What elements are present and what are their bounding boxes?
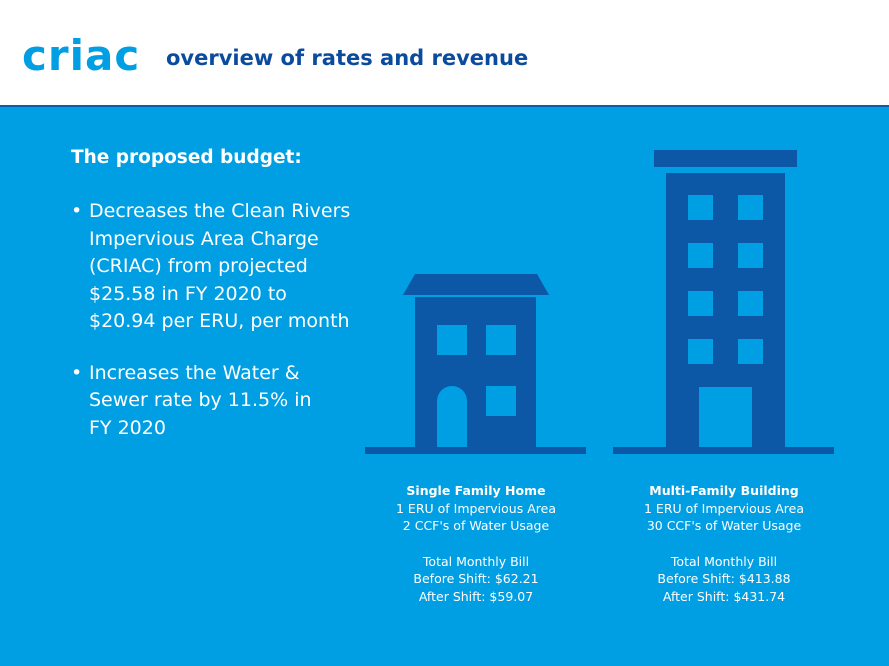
house-body bbox=[415, 297, 536, 447]
criac-logo: criac bbox=[22, 31, 141, 80]
building-window bbox=[688, 195, 713, 220]
building-roof bbox=[654, 150, 797, 167]
header: criac overview of rates and revenue bbox=[0, 0, 889, 107]
multi-family-title: Multi-Family Building bbox=[649, 483, 799, 498]
building-ground bbox=[613, 447, 834, 454]
single-family-title: Single Family Home bbox=[406, 483, 546, 498]
multi-family-after: After Shift: $431.74 bbox=[662, 588, 786, 604]
building-window bbox=[688, 339, 713, 364]
single-family-water: 2 CCF's of Water Usage bbox=[402, 518, 550, 533]
single-family-total-label: Total Monthly Bill bbox=[422, 553, 530, 569]
multi-family-total-label: Total Monthly Bill bbox=[670, 553, 778, 569]
house-window bbox=[486, 386, 516, 416]
multi-family-before: Before Shift: $413.88 bbox=[657, 571, 791, 586]
building-window bbox=[688, 291, 713, 316]
house-ground bbox=[365, 447, 586, 454]
bullet-water-sewer-increase: Increases the Water & Sewer rate by 11.5… bbox=[71, 360, 319, 443]
building-window bbox=[738, 339, 763, 364]
single-family-after: After Shift: $59.07 bbox=[418, 588, 534, 604]
building-window bbox=[738, 243, 763, 268]
building-window bbox=[738, 195, 763, 220]
house-window bbox=[486, 325, 516, 355]
building-window bbox=[688, 243, 713, 268]
house-window bbox=[437, 325, 467, 355]
multi-family-caption: Multi-Family Building 1 ERU of Imperviou… bbox=[614, 482, 834, 605]
house-roof-shape bbox=[403, 274, 549, 295]
single-family-caption: Single Family Home 1 ERU of Impervious A… bbox=[370, 482, 582, 605]
intro-heading: The proposed budget: bbox=[71, 147, 302, 168]
bullet-list: Decreases the Clean Rivers Impervious Ar… bbox=[71, 198, 356, 466]
single-family-eru: 1 ERU of Impervious Area bbox=[396, 500, 556, 516]
building-door bbox=[699, 387, 752, 448]
multi-family-water: 30 CCF's of Water Usage bbox=[646, 518, 802, 533]
building-window bbox=[738, 291, 763, 316]
multi-family-eru: 1 ERU of Impervious Area bbox=[644, 500, 804, 516]
house-door bbox=[437, 386, 467, 448]
page-title: overview of rates and revenue bbox=[166, 46, 529, 70]
bullet-criac-decrease: Decreases the Clean Rivers Impervious Ar… bbox=[71, 198, 356, 336]
single-family-before: Before Shift: $62.21 bbox=[413, 571, 539, 586]
